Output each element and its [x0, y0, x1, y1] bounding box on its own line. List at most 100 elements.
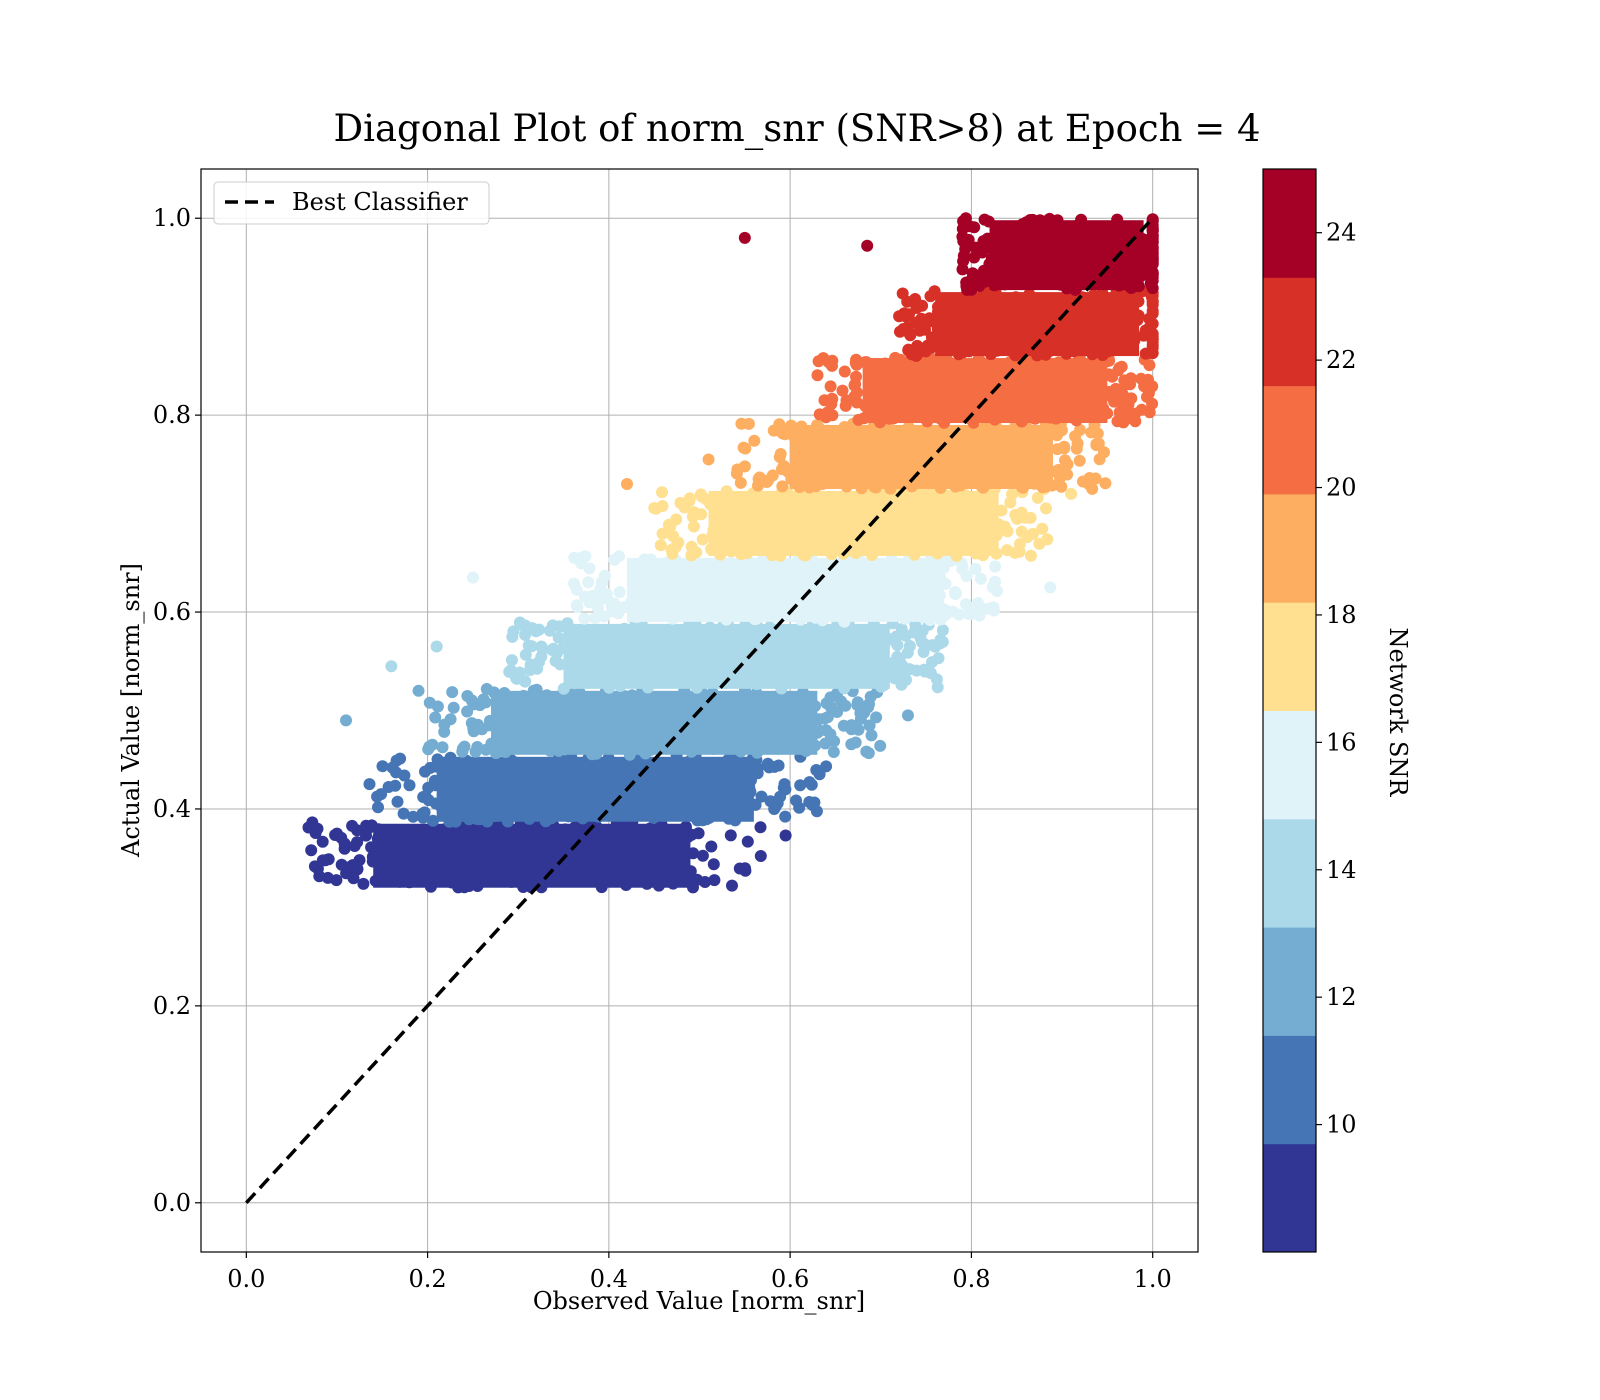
- scatter-point-band-9: [976, 246, 989, 259]
- colorbar-segment: [1263, 169, 1316, 278]
- scatter-point-band-5: [687, 520, 700, 533]
- scatter-point-band-3: [519, 648, 532, 661]
- scatter-point-band-7: [850, 358, 863, 371]
- scatter-point-band-9: [957, 235, 970, 248]
- scatter-point-band-3: [510, 672, 523, 685]
- scatter-point-band-5: [1015, 525, 1028, 538]
- scatter-point-band-9: [968, 269, 981, 282]
- scatter-point-outlier: [330, 827, 343, 840]
- scatter-point-band-2: [865, 729, 878, 742]
- colorbar-tick-label: 18: [1326, 601, 1357, 629]
- scatter-point-outlier: [430, 640, 443, 653]
- scatter-density-band-0: [373, 823, 691, 888]
- scatter-point-band-5: [1036, 522, 1049, 535]
- colorbar-segment: [1263, 818, 1316, 928]
- x-axis-label: Observed Value [norm_snr]: [533, 1287, 865, 1315]
- scatter-point-band-2: [446, 686, 459, 699]
- scatter-point-band-6: [734, 476, 747, 489]
- colorbar-segment: [1263, 493, 1316, 603]
- scatter-point-band-5: [688, 506, 701, 519]
- scatter-point-band-2: [870, 711, 883, 724]
- legend: Best Classifier: [213, 181, 490, 225]
- scatter-point-band-3: [549, 655, 562, 667]
- scatter-point-band-5: [656, 527, 669, 540]
- scatter-point-band-5: [1013, 538, 1026, 550]
- scatter-density-band-1: [436, 756, 754, 822]
- scatter-point-band-1: [371, 790, 384, 803]
- scatter-point-band-9: [1146, 246, 1159, 259]
- scatter-point-band-4: [598, 569, 611, 582]
- x-tick-label: 0.6: [771, 1265, 809, 1293]
- scatter-point-outlier: [321, 871, 334, 884]
- scatter-point-band-7: [1106, 370, 1119, 383]
- colorbar-tick-label: 20: [1326, 474, 1357, 502]
- scatter-point-band-6: [1083, 472, 1096, 484]
- legend-label: Best Classifier: [292, 188, 468, 216]
- colorbar-tick-label: 14: [1326, 856, 1357, 884]
- scatter-point-band-1: [397, 807, 410, 820]
- scatter-point-band-0: [754, 821, 767, 834]
- scatter-point-band-9: [1146, 225, 1159, 238]
- scatter-point-band-6: [776, 480, 789, 493]
- scatter-density-band-6: [790, 425, 1053, 489]
- scatter-point-band-0: [691, 873, 704, 886]
- scatter-point-band-4: [989, 560, 1002, 573]
- scatter-point-band-4: [586, 589, 599, 602]
- y-tick-label: 0.2: [153, 992, 191, 1020]
- scatter-point-band-1: [422, 794, 435, 807]
- colorbar-tick-label: 22: [1326, 346, 1357, 374]
- scatter-point-band-1: [391, 795, 404, 808]
- x-tick-label: 0.2: [409, 1265, 447, 1293]
- scatter-point-band-0: [741, 835, 754, 848]
- scatter-density-band-4: [626, 557, 945, 622]
- scatter-point-band-2: [837, 719, 850, 732]
- scatter-point-outlier: [1044, 581, 1057, 594]
- scatter-point-band-3: [524, 659, 537, 672]
- scatter-point-band-4: [969, 562, 982, 575]
- scatter-point-band-6: [738, 460, 751, 473]
- scatter-point-band-0: [726, 879, 738, 892]
- scatter-point-band-0: [708, 874, 721, 887]
- scatter-point-band-9: [956, 263, 969, 276]
- colorbar-frame: [1262, 168, 1317, 1253]
- scatter-point-band-6: [742, 417, 755, 430]
- scatter-point-band-1: [407, 810, 420, 823]
- scatter-point-band-5: [1006, 488, 1018, 501]
- scatter-point-band-4: [974, 572, 987, 585]
- scatter-point-band-3: [505, 654, 518, 667]
- scatter-point-band-7: [1108, 395, 1121, 408]
- scatter-point-band-6: [1061, 458, 1074, 471]
- scatter-point-band-0: [346, 819, 359, 832]
- scatter-point-band-1: [398, 769, 411, 782]
- scatter-point-band-5: [656, 486, 668, 499]
- scatter-point-band-4: [956, 563, 969, 576]
- scatter-point-band-0: [360, 819, 373, 832]
- scatter-point-band-3: [917, 646, 930, 658]
- scatter-point-band-2: [447, 701, 460, 714]
- scatter-point-band-2: [438, 725, 451, 738]
- scatter-point-band-4: [578, 612, 591, 625]
- scatter-point-band-6: [1050, 465, 1063, 478]
- scatter-point-band-5: [678, 501, 691, 514]
- y-tick-label: 1.0: [153, 204, 191, 232]
- x-axis-ticks: 0.0 0.2 0.4 0.6 0.8 1.0: [227, 1252, 1172, 1293]
- scatter-point-band-1: [427, 814, 439, 827]
- scatter-point-band-6: [1092, 437, 1105, 450]
- scatter-point-band-2: [863, 719, 876, 732]
- scatter-point-band-5: [1024, 549, 1037, 562]
- scatter-point-outlier: [738, 231, 751, 244]
- scatter-point-outlier: [340, 714, 353, 727]
- scatter-density-band-7: [862, 358, 1108, 424]
- scatter-point-band-1: [417, 811, 430, 824]
- scatter-point-band-6: [1055, 480, 1068, 493]
- scatter-point-band-4: [592, 602, 604, 615]
- scatter-point-band-9: [959, 212, 972, 225]
- scatter-point-band-3: [891, 650, 904, 663]
- scatter-point-band-4: [613, 550, 625, 563]
- scatter-point-band-1: [403, 779, 416, 792]
- scatter-point-band-3: [888, 672, 901, 685]
- scatter-point-band-5: [1019, 511, 1031, 524]
- scatter-point-band-7: [850, 370, 862, 383]
- scatter-point-outlier: [779, 829, 792, 842]
